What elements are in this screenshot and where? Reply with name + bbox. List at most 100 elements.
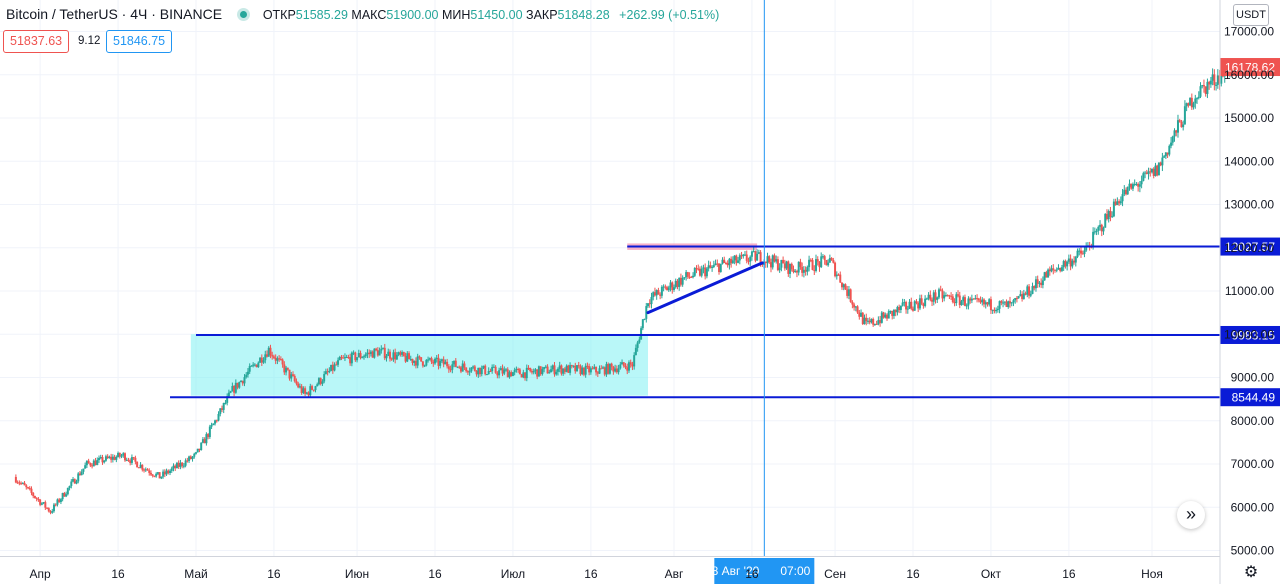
candle-body	[298, 386, 301, 388]
candle-body	[830, 258, 833, 261]
candle-body	[678, 277, 681, 287]
candle-body	[104, 456, 107, 461]
candle-body	[647, 303, 650, 307]
candle-body	[1105, 213, 1108, 220]
level-price-tag	[1220, 325, 1280, 344]
candle-body	[179, 462, 182, 467]
candle-body	[1151, 168, 1153, 173]
candle-body	[491, 366, 494, 372]
candle-body	[1092, 231, 1095, 248]
chart-settings-button[interactable]: ⚙	[1241, 563, 1261, 583]
candle-body	[718, 263, 721, 273]
candle-body	[955, 294, 958, 304]
candle-body	[1055, 269, 1058, 271]
candle-body	[726, 263, 729, 266]
candle-body	[465, 367, 468, 372]
candle-body	[1073, 260, 1076, 263]
candle-body	[414, 360, 417, 366]
candle-body	[23, 482, 26, 486]
y-tick-label: 5000.00	[1231, 544, 1275, 558]
candle-body	[555, 371, 558, 375]
candle-body	[267, 347, 270, 357]
candle-body	[184, 460, 187, 466]
candle-body	[309, 386, 312, 396]
candle-body	[1126, 186, 1129, 195]
candle-body	[236, 382, 239, 388]
candle-body	[686, 272, 689, 277]
y-tick-label: 8000.00	[1231, 414, 1275, 428]
candle-body	[815, 259, 818, 271]
candle-body	[1083, 250, 1086, 254]
double-chevron-right-icon: »	[1185, 504, 1196, 524]
candle-body	[742, 254, 745, 257]
candle-body	[1038, 282, 1041, 284]
candle-body	[373, 348, 376, 358]
candle-body	[383, 347, 386, 359]
open-value: 51585.29	[295, 8, 348, 22]
candle-body	[681, 277, 684, 285]
candle-body	[785, 261, 788, 269]
candle-body	[932, 292, 935, 302]
candle-body	[1047, 269, 1050, 278]
candle-body	[1199, 86, 1202, 97]
buy-price-button[interactable]: 51846.75	[106, 30, 173, 53]
candle-body	[337, 360, 340, 365]
candle-body	[1078, 250, 1081, 252]
candle-body	[307, 392, 310, 396]
candle-body	[705, 268, 708, 277]
symbol-legend: Bitcoin / TetherUS · 4Ч · BINANCE ОТКР51…	[6, 6, 719, 22]
candle-body	[1000, 301, 1003, 303]
candle-body	[989, 299, 992, 311]
x-tick-label: 16	[745, 567, 759, 581]
candle-body	[712, 265, 715, 268]
candle-body	[695, 268, 698, 270]
candle-body	[1107, 211, 1110, 220]
candle-body	[16, 482, 19, 484]
candle-body	[328, 370, 331, 373]
drawing-overlays[interactable]	[190, 243, 758, 396]
currency-button[interactable]: USDT	[1233, 4, 1269, 26]
candle-body	[927, 294, 930, 299]
candle-body	[1118, 201, 1121, 204]
candle-body	[246, 371, 249, 375]
candle-body	[790, 263, 793, 270]
candle-body	[891, 310, 894, 316]
symbol-title[interactable]: Bitcoin / TetherUS · 4Ч · BINANCE	[6, 6, 223, 22]
candle-body	[988, 299, 991, 305]
candle-body	[387, 351, 390, 357]
candle-body	[1125, 189, 1128, 195]
candle-body	[250, 365, 253, 367]
candle-body	[463, 363, 466, 368]
candle-body	[1024, 293, 1027, 295]
candle-body	[169, 470, 172, 474]
candle-body	[936, 297, 939, 300]
candle-body	[1081, 253, 1084, 255]
candle-body	[108, 456, 111, 459]
candle-body	[295, 381, 298, 384]
candle-body	[922, 303, 925, 306]
candle-body	[155, 473, 158, 477]
candle-body	[1045, 272, 1048, 278]
candle-body	[643, 318, 646, 320]
x-tick-label: 16	[267, 567, 281, 581]
scroll-to-realtime-button[interactable]: »	[1177, 501, 1205, 529]
candle-body	[106, 456, 109, 459]
candle-body	[182, 465, 185, 467]
candle-body	[380, 348, 383, 351]
sell-price-button[interactable]: 51837.63	[3, 30, 70, 53]
candle-body	[1093, 231, 1096, 233]
candle-body	[1010, 302, 1013, 304]
candle-body	[1213, 74, 1216, 85]
candle-body	[832, 260, 835, 263]
candle-body	[200, 442, 203, 451]
candle-body	[572, 365, 575, 367]
candle-body	[130, 457, 133, 463]
level-lines[interactable]: 12027.57 9983.15 8544.49 16178.62	[170, 58, 1280, 407]
candle-body	[950, 295, 953, 297]
y-tick-label: 14000.00	[1224, 154, 1274, 168]
candle-body	[203, 439, 206, 444]
candle-body	[953, 302, 956, 304]
candle-body	[1201, 85, 1204, 87]
candle-body	[58, 499, 61, 502]
